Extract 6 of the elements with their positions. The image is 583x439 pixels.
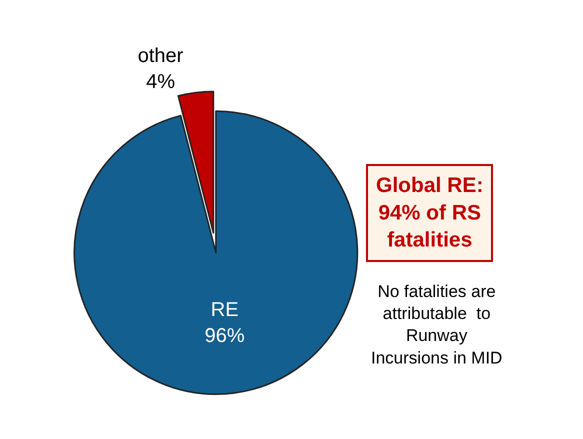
data-label: 4% <box>146 70 176 93</box>
slice-label: RE <box>210 298 239 321</box>
data-label: 96% <box>204 324 245 347</box>
text: Global RE: 94% of RS fatalities <box>376 174 484 252</box>
slice-label: other <box>138 44 184 67</box>
text: No fatalities are attributable to Runway Incursions in MID <box>371 282 502 368</box>
